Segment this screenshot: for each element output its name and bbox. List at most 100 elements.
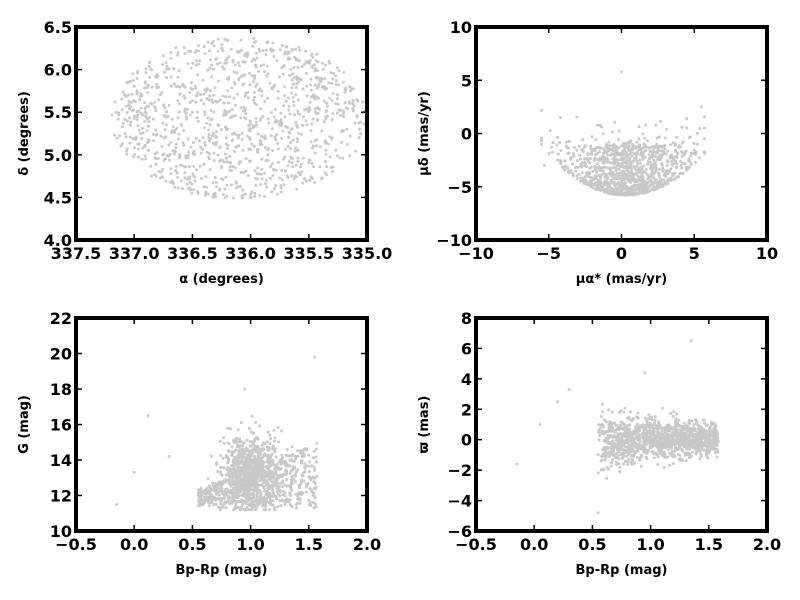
data-point xyxy=(266,448,270,452)
data-point xyxy=(644,416,647,420)
data-point xyxy=(320,177,324,181)
data-point xyxy=(257,469,261,472)
data-point xyxy=(258,464,262,468)
data-point xyxy=(227,160,231,164)
data-point xyxy=(207,504,211,508)
data-point xyxy=(136,69,140,73)
x-tick-label: 335.0 xyxy=(342,244,393,263)
data-point xyxy=(167,103,171,107)
data-point xyxy=(703,421,707,425)
data-point xyxy=(259,140,263,144)
data-point xyxy=(322,85,326,89)
data-point xyxy=(294,86,298,89)
data-point xyxy=(255,481,259,485)
data-point xyxy=(575,148,579,152)
data-point xyxy=(672,410,676,414)
data-point xyxy=(124,95,128,98)
data-point xyxy=(253,478,257,482)
data-point xyxy=(233,63,237,67)
data-point xyxy=(631,449,635,453)
data-point xyxy=(192,141,195,144)
y-tick-label: 4.5 xyxy=(44,188,72,207)
data-point xyxy=(219,506,223,510)
data-point xyxy=(686,440,690,444)
data-point xyxy=(119,144,123,148)
data-point xyxy=(623,193,627,197)
data-point xyxy=(113,133,116,137)
data-point xyxy=(251,124,255,128)
data-point xyxy=(324,63,327,67)
data-point xyxy=(300,452,304,456)
data-point xyxy=(135,76,139,80)
data-point xyxy=(630,173,633,177)
data-point xyxy=(646,449,650,452)
data-point xyxy=(265,489,269,493)
data-point xyxy=(614,437,618,441)
data-point xyxy=(233,150,237,154)
data-point xyxy=(685,426,689,430)
data-point xyxy=(183,165,187,169)
data-point xyxy=(310,122,314,126)
data-point xyxy=(634,151,638,155)
data-point xyxy=(260,471,264,475)
data-point xyxy=(239,474,243,478)
data-point xyxy=(314,447,318,451)
data-point xyxy=(621,161,624,165)
data-point xyxy=(212,151,216,155)
data-point xyxy=(692,141,696,145)
data-point xyxy=(641,436,645,439)
data-point xyxy=(337,69,341,73)
data-point xyxy=(684,165,688,169)
data-point xyxy=(225,454,229,458)
data-point xyxy=(598,426,602,430)
data-point xyxy=(179,122,183,126)
data-point xyxy=(647,413,651,417)
data-point xyxy=(632,156,636,160)
data-point xyxy=(237,64,241,68)
data-point xyxy=(224,136,228,140)
data-point xyxy=(620,154,624,158)
data-point xyxy=(232,467,236,471)
data-point xyxy=(563,159,567,163)
data-point xyxy=(355,115,359,119)
data-point xyxy=(681,458,685,462)
data-point xyxy=(207,501,211,505)
data-point xyxy=(190,110,194,114)
data-point xyxy=(284,147,287,151)
data-point xyxy=(226,500,230,504)
data-point xyxy=(255,82,259,86)
data-point xyxy=(207,155,211,159)
data-point xyxy=(240,444,244,448)
data-point xyxy=(206,98,210,101)
data-point xyxy=(207,133,211,137)
data-point xyxy=(210,454,213,458)
y-tick-label: 12 xyxy=(50,487,72,506)
data-point xyxy=(571,154,575,158)
data-point xyxy=(643,371,647,375)
data-point xyxy=(222,441,226,445)
data-point xyxy=(300,132,303,136)
data-point xyxy=(145,129,149,133)
pm-x-axis-label: μα* (mas/yr) xyxy=(576,272,667,287)
data-point xyxy=(294,58,298,62)
parallax-axes-frame xyxy=(474,316,769,533)
y-tick-label: 6.5 xyxy=(44,18,72,37)
data-point xyxy=(712,446,716,450)
data-point xyxy=(260,157,264,161)
data-point xyxy=(666,445,670,449)
data-point xyxy=(315,75,319,79)
data-point xyxy=(580,171,584,175)
data-point xyxy=(642,181,646,185)
data-point xyxy=(180,164,184,168)
data-point xyxy=(706,448,710,452)
data-point xyxy=(313,67,317,71)
data-point xyxy=(286,96,290,100)
data-point xyxy=(193,153,197,156)
data-point xyxy=(272,85,276,89)
data-point xyxy=(571,152,575,155)
data-point xyxy=(362,122,366,126)
data-point xyxy=(301,123,304,127)
data-point xyxy=(203,126,206,130)
data-point xyxy=(306,61,310,65)
data-point xyxy=(558,116,562,119)
